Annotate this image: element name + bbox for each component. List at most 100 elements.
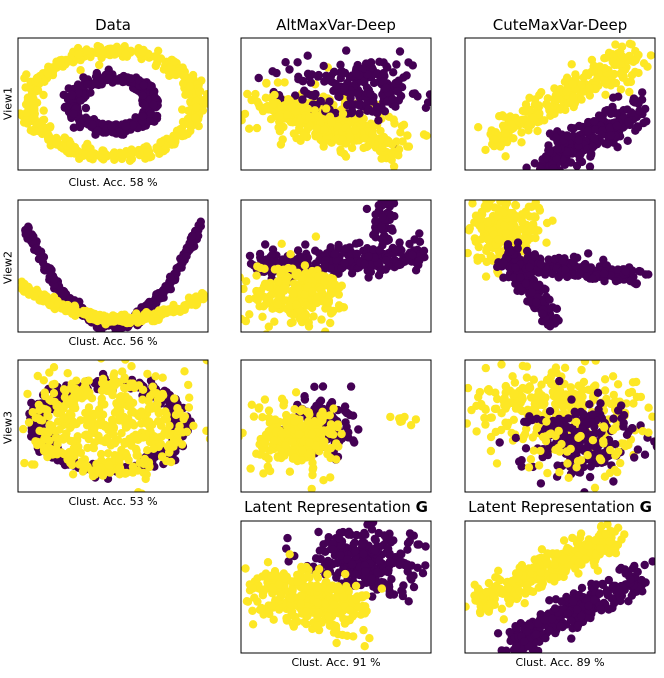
scatter-point <box>414 256 424 266</box>
scatter-point <box>285 467 295 476</box>
scatter-point <box>121 469 130 478</box>
scatter-point <box>273 453 283 462</box>
scatter-point <box>585 162 595 170</box>
scatter-point <box>545 129 555 138</box>
scatter-point <box>574 121 584 131</box>
scatter-point <box>499 259 508 269</box>
scatter-point <box>613 143 622 152</box>
scatter-point <box>128 468 138 477</box>
scatter-point <box>29 113 38 122</box>
scatter-point <box>574 136 583 145</box>
scatter-point <box>202 99 208 108</box>
scatter-point <box>98 410 108 419</box>
scatter-point <box>500 188 508 196</box>
scatter-point <box>289 129 299 138</box>
scatter-point <box>531 200 540 207</box>
scatter-point <box>93 41 102 51</box>
scatter-point <box>70 143 80 152</box>
scatter-point <box>198 294 208 303</box>
scatter-point <box>324 76 334 85</box>
scatter-point <box>493 210 503 220</box>
scatter-point <box>41 435 51 444</box>
scatter-point <box>262 330 270 332</box>
scatter-point <box>170 57 179 66</box>
scatter-point <box>253 97 262 106</box>
scatter-point <box>120 310 129 319</box>
panel-frame <box>240 37 432 171</box>
scatter-point <box>575 268 584 278</box>
scatter-point <box>128 462 138 471</box>
scatter-point <box>197 76 206 85</box>
scatter-point <box>23 389 32 399</box>
scatter-point <box>493 262 502 272</box>
scatter-point <box>396 91 406 101</box>
scatter-point <box>378 77 388 86</box>
scatter-point <box>39 90 48 100</box>
scatter-point <box>33 74 42 83</box>
scatter-point <box>583 126 593 136</box>
scatter-point <box>465 419 471 428</box>
scatter-point <box>36 120 45 129</box>
scatter-point <box>79 73 88 82</box>
scatter-point <box>69 123 79 132</box>
scatter-point <box>378 186 386 194</box>
scatter-point <box>343 100 352 110</box>
scatter-point <box>600 375 610 384</box>
scatter-point <box>26 93 35 102</box>
scatter-point <box>80 377 90 386</box>
scatter-point <box>481 201 490 210</box>
scatter-point <box>597 130 606 140</box>
scatter-point <box>264 406 274 415</box>
scatter-point <box>327 118 336 127</box>
scatter-point <box>68 437 78 446</box>
scatter-point <box>529 375 538 384</box>
scatter-point <box>644 403 653 412</box>
scatter-point <box>67 410 76 420</box>
scatter-point <box>536 164 545 170</box>
scatter-point <box>158 287 167 296</box>
scatter-point <box>300 261 310 270</box>
scatter-point <box>500 221 509 230</box>
scatter-point <box>396 414 405 423</box>
scatter-point <box>100 400 109 409</box>
scatter-point <box>646 51 655 60</box>
scatter-point <box>489 191 497 199</box>
scatter-point <box>128 379 138 388</box>
scatter-panel-7 <box>17 359 209 493</box>
scatter-point <box>562 147 572 156</box>
scatter-point <box>32 244 41 253</box>
scatter-point <box>86 144 95 153</box>
scatter-point <box>353 89 362 98</box>
scatter-point <box>324 298 333 307</box>
scatter-point <box>121 122 131 131</box>
scatter-point <box>309 312 318 321</box>
scatter-point <box>408 250 417 260</box>
scatter-point <box>623 136 632 145</box>
scatter-point <box>509 134 518 143</box>
scatter-point <box>254 73 263 83</box>
scatter-point <box>151 93 160 102</box>
scatter-point <box>273 277 282 286</box>
scatter-point <box>375 57 384 66</box>
scatter-point <box>371 227 380 237</box>
scatter-point <box>241 316 251 326</box>
scatter-point <box>530 159 539 168</box>
scatter-point <box>305 112 314 121</box>
scatter-point <box>194 231 203 240</box>
scatter-point <box>241 328 242 332</box>
scatter-point <box>545 147 554 156</box>
scatter-point <box>127 408 136 417</box>
scatter-point <box>330 249 339 259</box>
scatter-point <box>86 429 96 438</box>
scatter-point <box>388 226 397 235</box>
scatter-point <box>366 137 375 146</box>
scatter-point <box>310 382 319 391</box>
scatter-point <box>52 138 61 148</box>
scatter-point <box>316 396 326 405</box>
scatter-point <box>372 102 382 111</box>
scatter-point <box>264 283 274 292</box>
scatter-point <box>486 432 496 442</box>
scatter-point <box>412 435 420 443</box>
scatter-point <box>374 201 383 210</box>
scatter-point <box>632 279 641 288</box>
